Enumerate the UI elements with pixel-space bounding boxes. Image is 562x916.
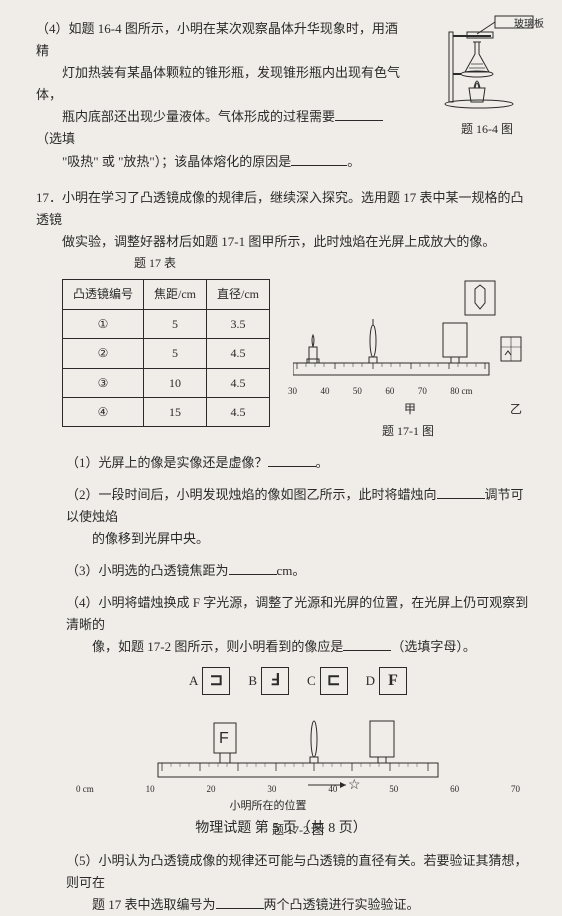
label-jia: 甲 [404,399,416,419]
th-focal: 焦距/cm [144,280,207,309]
table-row: ③104.5 [63,368,270,397]
glass-label: 玻璃板 [514,16,544,33]
tick: 40 [320,384,329,399]
table-row: ①53.5 [63,309,270,338]
q4-line3: 瓶内底部还出现少量液体。气体形成的过程需要（选填 [36,106,406,150]
blank-s3[interactable] [229,561,277,575]
tick: 50 [389,782,398,797]
tick: 20 [207,782,216,797]
q16-sub4-text: （4）如题 16-4 图所示，小明在某次观察晶体升华现象时，用酒精 灯加热装有某… [36,18,406,173]
q17-sub2: （2）一段时间后，小明发现烛焰的像如图乙所示，此时将蜡烛向调节可以使烛焰 的像移… [62,484,534,550]
q17-sub5: （5）小明认为凸透镜成像的规律还可能与凸透镜的直径有关。若要验证其猜想，则可在 … [62,850,534,916]
q17-intro: 17．小明在学习了凸透镜成像的规律后，继续深入探究。选用题 17 表中某一规格的… [36,187,534,231]
tick: 40 [328,782,337,797]
q17-sub1: （1）光屏上的像是实像还是虚像？。 [62,452,534,474]
svg-text:F: F [219,730,229,747]
tick: 70 [511,782,520,797]
option-row: A⊐ BℲ C⊏ DF [62,667,534,695]
q4-line4: "吸热" 或 "放热"）；该晶体熔化的原因是。 [36,151,406,173]
q17-intro2: 做实验，调整好器材后如题 17-1 图甲所示，此时烛焰在光屏上成放大的像。 [62,231,534,253]
q17: 17．小明在学习了凸透镜成像的规律后，继续深入探究。选用题 17 表中某一规格的… [36,187,534,916]
option-d[interactable]: DF [366,667,407,695]
bench2-svg: F ☆ [148,699,448,789]
tick: 60 [385,384,394,399]
option-c[interactable]: C⊏ [307,667,348,695]
th-diameter: 直径/cm [207,280,270,309]
blank-heat[interactable] [335,107,383,121]
page-footer: 物理试题 第 5 页（共 8 页） [0,817,562,841]
q4-line2: 灯加热装有某晶体颗粒的锥形瓶，发现锥形瓶内出现有色气体， [36,62,406,106]
table-caption: 题 17 表 [134,253,534,273]
tick: 70 [418,384,427,399]
observer-note: 小明所在的位置 [62,797,474,816]
figure-16-4: 玻璃板 题 16-4 图 [432,14,542,139]
table-row: ②54.5 [63,339,270,368]
opt-glyph: F [379,667,407,695]
lens-table: 凸透镜编号 焦距/cm 直径/cm ①53.5 ②54.5 ③104.5 ④15… [62,279,270,427]
tick: 0 cm [76,782,94,797]
fig-17-1-caption: 题 17-1 图 [288,421,528,441]
fig-16-4-caption: 题 16-4 图 [432,119,542,139]
tick: 50 [353,384,362,399]
blank-s1[interactable] [268,453,316,467]
q16-sub4: （4）如题 16-4 图所示，小明在某次观察晶体升华现象时，用酒精 灯加热装有某… [36,18,534,173]
tick: 30 [288,384,297,399]
tick: 80 cm [450,384,472,399]
opt-glyph: ⊐ [202,667,230,695]
option-a[interactable]: A⊐ [189,667,230,695]
opt-glyph: Ⅎ [261,667,289,695]
figure-17-1: 30 40 50 60 70 80 cm 甲 乙 题 17-1 图 [288,279,528,441]
label-yi: 乙 [510,399,522,419]
tick: 30 [267,782,276,797]
q4-line1: （4）如题 16-4 图所示，小明在某次观察晶体升华现象时，用酒精 [36,18,406,62]
tick: 10 [146,782,155,797]
svg-text:☆: ☆ [348,778,361,789]
table-row: ④154.5 [63,397,270,426]
optical-bench-svg [293,279,523,389]
blank-s2[interactable] [437,485,485,499]
blank-s5[interactable] [216,895,264,909]
blank-reason[interactable] [291,152,347,166]
q17-sub3: （3）小明选的凸透镜焦距为cm。 [62,560,534,582]
blank-s4[interactable] [343,637,391,651]
opt-glyph: ⊏ [320,667,348,695]
th-id: 凸透镜编号 [63,280,144,309]
option-b[interactable]: BℲ [248,667,289,695]
tick: 60 [450,782,459,797]
q17-sub4: （4）小明将蜡烛换成 F 字光源，调整了光源和光屏的位置，在光屏上仍可观察到清晰… [62,592,534,658]
